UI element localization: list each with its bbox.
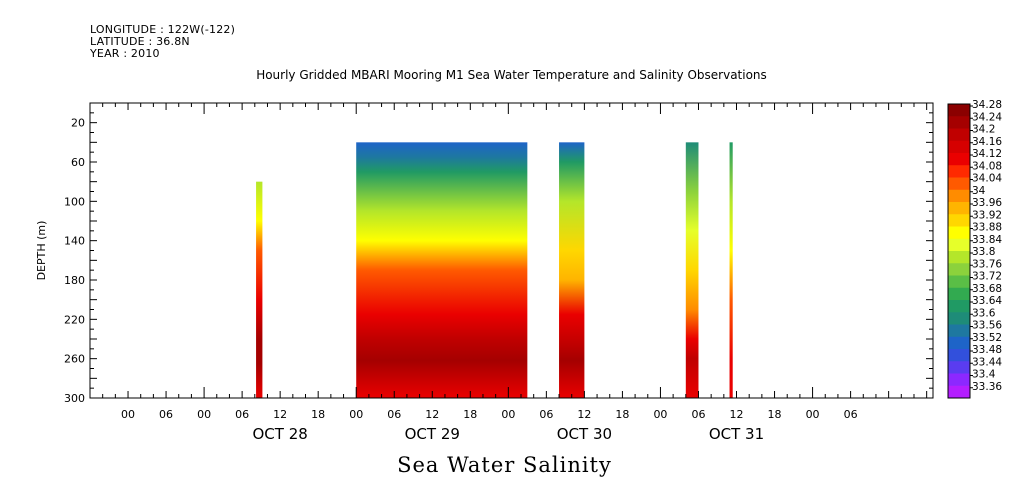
colorbar-label: 34.16 (972, 136, 1002, 148)
colorbar-swatch (948, 165, 970, 178)
longitude-label: LONGITUDE : 122W(-122) (90, 23, 236, 36)
year-label: YEAR : 2010 (90, 47, 160, 60)
y-tick-label: 140 (64, 235, 85, 248)
data-segment (559, 142, 585, 398)
x-tick-label: 06 (691, 408, 705, 421)
x-day-label: OCT 31 (709, 425, 764, 443)
colorbar-label: 34.28 (972, 99, 1002, 111)
colorbar-label: 34.04 (972, 173, 1002, 185)
colorbar-swatch (948, 238, 970, 252)
colorbar-swatch (948, 349, 970, 362)
x-tick-label: 06 (539, 408, 553, 421)
colorbar-swatch (948, 153, 970, 166)
colorbar-label: 33.84 (972, 234, 1002, 246)
colorbar-swatch (948, 287, 970, 301)
colorbar-swatch (948, 300, 970, 313)
data-segment (729, 142, 733, 398)
x-day-label: OCT 29 (405, 425, 460, 443)
colorbar-label: 33.68 (972, 283, 1002, 295)
colorbar-label: 34.12 (972, 148, 1002, 160)
data-segment (356, 142, 528, 398)
colorbar-label: 34.08 (972, 160, 1002, 172)
x-tick-label: 12 (730, 408, 744, 421)
x-tick-label: 18 (615, 408, 629, 421)
data-segment (256, 181, 263, 398)
colorbar-label: 33.44 (972, 356, 1002, 368)
colorbar-swatch (948, 226, 970, 240)
y-tick-label: 20 (71, 117, 85, 130)
colorbar-label: 34.24 (972, 111, 1002, 123)
colorbar-swatch (948, 214, 970, 227)
colorbar-swatch (948, 263, 970, 276)
x-tick-label: 12 (273, 408, 287, 421)
x-tick-label: 00 (653, 408, 667, 421)
colorbar-swatch (948, 361, 970, 374)
x-day-label: OCT 30 (557, 425, 612, 443)
x-tick-label: 06 (235, 408, 249, 421)
colorbar-swatch (948, 324, 970, 338)
y-tick-label: 100 (64, 195, 85, 208)
colorbar-swatch (948, 385, 970, 399)
y-tick-label: 300 (64, 392, 85, 405)
x-tick-label: 00 (806, 408, 820, 421)
x-day-label: OCT 28 (252, 425, 307, 443)
colorbar-label: 33.92 (972, 209, 1002, 221)
colorbar-label: 33.48 (972, 344, 1002, 356)
data-segment (685, 142, 699, 398)
colorbar-swatch (948, 275, 970, 289)
colorbar-label: 33.76 (972, 258, 1002, 270)
chart-footer-title: Sea Water Salinity (397, 453, 612, 477)
colorbar-label: 33.36 (972, 381, 1002, 393)
colorbar-swatch (948, 251, 970, 264)
x-tick-label: 00 (121, 408, 135, 421)
colorbar-swatch (948, 128, 970, 142)
x-tick-label: 00 (501, 408, 515, 421)
y-tick-label: 180 (64, 274, 85, 287)
colorbar-label: 33.4 (972, 369, 996, 381)
x-tick-label: 18 (311, 408, 325, 421)
x-tick-label: 12 (425, 408, 439, 421)
colorbar-swatch (948, 312, 970, 325)
colorbar-label: 33.6 (972, 307, 996, 319)
colorbar-swatch (948, 373, 970, 387)
x-tick-label: 06 (387, 408, 401, 421)
x-tick-label: 06 (844, 408, 858, 421)
colorbar-swatch (948, 189, 970, 203)
colorbar-label: 33.64 (972, 295, 1002, 307)
y-tick-label: 60 (71, 156, 85, 169)
location-metadata: LONGITUDE : 122W(-122) LATITUDE : 36.8N … (90, 24, 235, 60)
colorbar-label: 33.96 (972, 197, 1002, 209)
colorbar-label: 34 (972, 185, 986, 197)
colorbar-swatch (948, 177, 970, 191)
colorbar-label: 33.56 (972, 320, 1002, 332)
x-tick-label: 18 (768, 408, 782, 421)
latitude-label: LATITUDE : 36.8N (90, 35, 190, 48)
colorbar-label: 33.52 (972, 332, 1002, 344)
colorbar-swatch (948, 336, 970, 350)
colorbar-label: 33.8 (972, 246, 995, 258)
y-tick-label: 220 (64, 313, 85, 326)
colorbar-frame (947, 103, 971, 399)
y-axis-label: DEPTH (m) (35, 221, 48, 281)
colorbar-label: 33.88 (972, 222, 1002, 234)
y-tick-label: 260 (64, 353, 85, 366)
x-tick-label: 12 (577, 408, 591, 421)
x-tick-label: 00 (197, 408, 211, 421)
colorbar-swatch (948, 116, 970, 129)
x-tick-label: 06 (159, 408, 173, 421)
colorbar-swatch (948, 140, 970, 154)
x-tick-label: 00 (349, 408, 363, 421)
colorbar-label: 33.72 (972, 271, 1002, 283)
x-tick-label: 18 (463, 408, 477, 421)
colorbar-swatch (948, 202, 970, 215)
colorbar-swatch (948, 104, 970, 117)
chart-title: Hourly Gridded MBARI Mooring M1 Sea Wate… (256, 68, 767, 82)
colorbar-label: 34.2 (972, 124, 995, 136)
